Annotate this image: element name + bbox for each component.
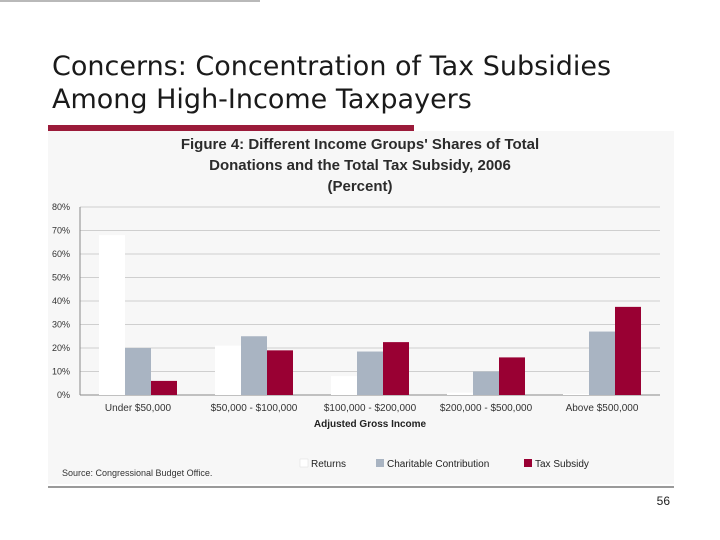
x-tick-label: $50,000 - $100,000 (211, 403, 298, 414)
bar-2-0 (151, 380, 177, 395)
y-tick-label: 30% (52, 320, 70, 330)
figure-title-line: Donations and the Total Tax Subsidy, 200… (209, 157, 511, 174)
bar-1-2 (357, 351, 383, 395)
x-tick-label: Above $500,000 (566, 403, 639, 414)
bar-2-4 (615, 306, 641, 395)
y-tick-label: 10% (52, 367, 70, 377)
page-number: 56 (656, 494, 670, 508)
bar-2-1 (267, 350, 293, 395)
x-axis-title: Adjusted Gross Income (314, 419, 427, 430)
legend-label: Charitable Contribution (387, 459, 489, 470)
bar-0-3 (447, 392, 473, 395)
y-tick-label: 40% (52, 296, 70, 306)
legend-swatch (524, 459, 532, 467)
y-tick-label: 20% (52, 343, 70, 353)
y-tick-label: 80% (52, 202, 70, 212)
bar-1-3 (473, 371, 499, 395)
y-tick-label: 0% (57, 390, 70, 400)
bar-1-0 (125, 348, 151, 395)
title-divider (0, 0, 260, 2)
figure-title-line: Figure 4: Different Income Groups' Share… (181, 136, 539, 153)
bar-0-0 (99, 235, 125, 395)
figure-title-line: (Percent) (327, 178, 392, 195)
x-tick-label: $200,000 - $500,000 (440, 403, 533, 414)
source-note: Source: Congressional Budget Office. (62, 468, 212, 478)
x-tick-label: Under $50,000 (105, 403, 172, 414)
legend-swatch (299, 458, 309, 468)
y-tick-label: 70% (52, 226, 70, 236)
footer-divider (48, 486, 674, 488)
x-tick-label: $100,000 - $200,000 (324, 403, 417, 414)
y-tick-label: 50% (52, 273, 70, 283)
legend-swatch (376, 459, 384, 467)
bar-1-4 (589, 331, 615, 395)
bar-2-2 (383, 342, 409, 395)
bar-0-2 (331, 376, 357, 395)
chart-panel (48, 131, 674, 484)
bar-1-1 (241, 336, 267, 395)
legend-label: Tax Subsidy (535, 459, 589, 470)
bar-0-4 (563, 393, 589, 395)
y-tick-label: 60% (52, 249, 70, 259)
title-accent-bar (48, 125, 414, 131)
bar-2-3 (499, 357, 525, 395)
legend-label: Returns (311, 459, 346, 470)
bar-0-1 (215, 345, 241, 395)
slide-title: Concerns: Concentration of Tax Subsidies… (52, 51, 612, 115)
